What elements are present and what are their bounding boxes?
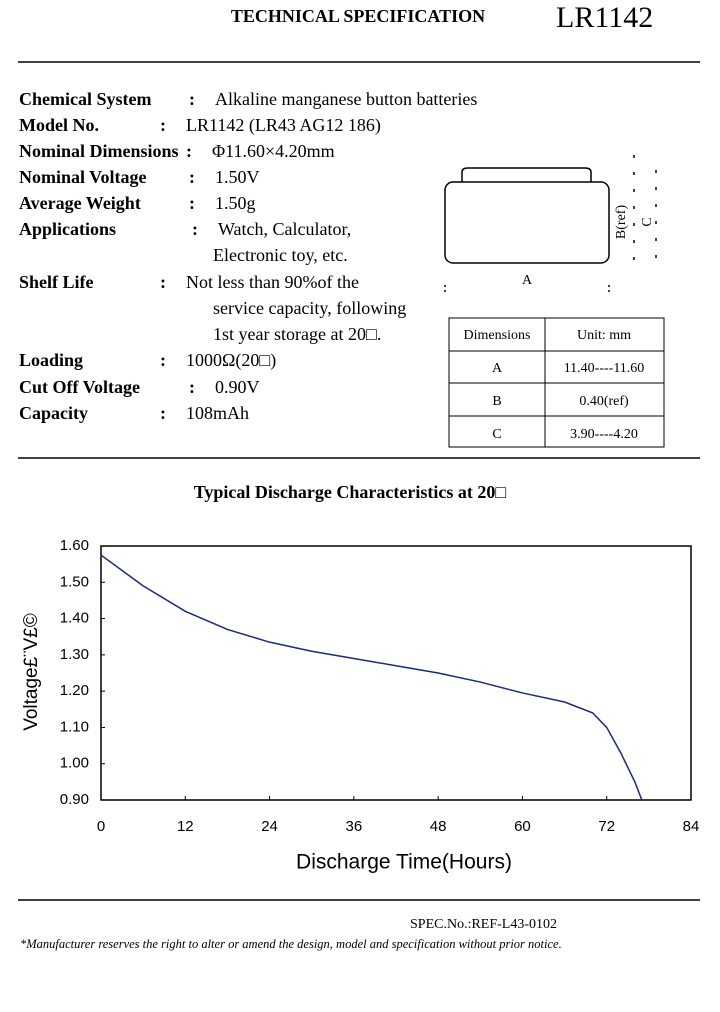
spec-label: Chemical System — [19, 89, 151, 109]
spec-label: Cut Off Voltage — [19, 377, 140, 397]
x-tick-label: 12 — [177, 818, 194, 835]
y-tick-label: 1.50 — [60, 573, 89, 590]
chart-title: Typical Discharge Characteristics at 20□ — [194, 482, 507, 502]
y-tick-label: 1.60 — [60, 537, 89, 554]
spec-value: 1.50g — [215, 193, 256, 213]
battery-drawing — [444, 155, 657, 292]
spec-label: Nominal Voltage — [19, 167, 147, 187]
table-header: Unit: mm — [577, 328, 631, 343]
spec-separator: : — [160, 272, 166, 292]
dim-label: B(ref) — [614, 205, 629, 240]
spec-label: Applications — [19, 219, 116, 239]
notice: *Manufacturer reserves the right to alte… — [20, 937, 562, 951]
y-tick-label: 1.20 — [60, 682, 89, 699]
table-cell: C — [492, 427, 501, 442]
discharge-curve — [100, 554, 643, 801]
spec-separator: : — [189, 377, 195, 397]
y-tick-label: 1.30 — [60, 646, 89, 663]
dim-table — [448, 317, 665, 448]
table-cell: 0.40(ref) — [579, 394, 629, 409]
spec-value: Electronic toy, etc. — [213, 245, 348, 265]
spec-value: 0.90V — [215, 377, 260, 397]
x-tick-label: 36 — [346, 818, 363, 835]
spec-number: SPEC.No.:REF-L43-0102 — [410, 917, 557, 932]
spec-value: Alkaline manganese button batteries — [215, 89, 477, 109]
y-tick-label: 1.40 — [60, 610, 89, 627]
table-cell: 11.40----11.60 — [564, 361, 645, 376]
x-tick-label: 48 — [430, 818, 447, 835]
x-tick-label: 84 — [683, 818, 700, 835]
y-axis-label: Voltage£¨V£© — [21, 613, 42, 731]
spec-label: Loading — [19, 350, 83, 370]
dim-label: C — [640, 217, 655, 226]
spec-separator: : — [192, 219, 198, 239]
y-tick-label: 1.10 — [60, 718, 89, 735]
spec-value: Not less than 90%of the — [186, 272, 359, 292]
spec-label: Capacity — [19, 403, 88, 423]
spec-value: service capacity, following — [213, 298, 406, 318]
y-tick-label: 0.90 — [60, 791, 89, 808]
x-tick-label: 60 — [514, 818, 531, 835]
x-tick-label: 72 — [598, 818, 615, 835]
spec-value: 1000Ω(20□) — [186, 350, 276, 371]
table-cell: A — [492, 361, 503, 376]
table-cell: 3.90----4.20 — [570, 427, 638, 442]
x-tick-label: 24 — [261, 818, 278, 835]
plot-frame — [100, 545, 692, 801]
table-header: Dimensions — [464, 328, 531, 343]
spec-value: 1st year storage at 20□. — [213, 324, 381, 344]
spec-label: Nominal Dimensions — [19, 141, 179, 161]
x-tick-label: 0 — [97, 818, 105, 835]
spec-separator: : — [189, 167, 195, 187]
spec-value: LR1142 (LR43 AG12 186) — [186, 115, 381, 136]
table-cell: B — [492, 394, 501, 409]
model-title: LR1142 — [556, 1, 653, 34]
doc-title: TECHNICAL SPECIFICATION — [231, 6, 485, 26]
spec-value: 108mAh — [186, 403, 249, 423]
y-tick-label: 1.00 — [60, 755, 89, 772]
spec-separator: : — [189, 193, 195, 213]
spec-value: Φ11.60×4.20mm — [212, 141, 335, 161]
spec-label: Average Weight — [19, 193, 141, 213]
spec-separator: : — [186, 141, 192, 161]
dim-label: A — [522, 273, 533, 288]
spec-separator: : — [160, 403, 166, 423]
spec-label: Model No. — [19, 115, 99, 135]
spec-value: 1.50V — [215, 167, 260, 187]
spec-separator: : — [160, 350, 166, 370]
spec-label: Shelf Life — [19, 272, 94, 292]
x-axis-label: Discharge Time(Hours) — [296, 851, 512, 874]
spec-separator: : — [160, 115, 166, 135]
spec-value: Watch, Calculator, — [218, 219, 351, 239]
spec-separator: : — [189, 89, 195, 109]
